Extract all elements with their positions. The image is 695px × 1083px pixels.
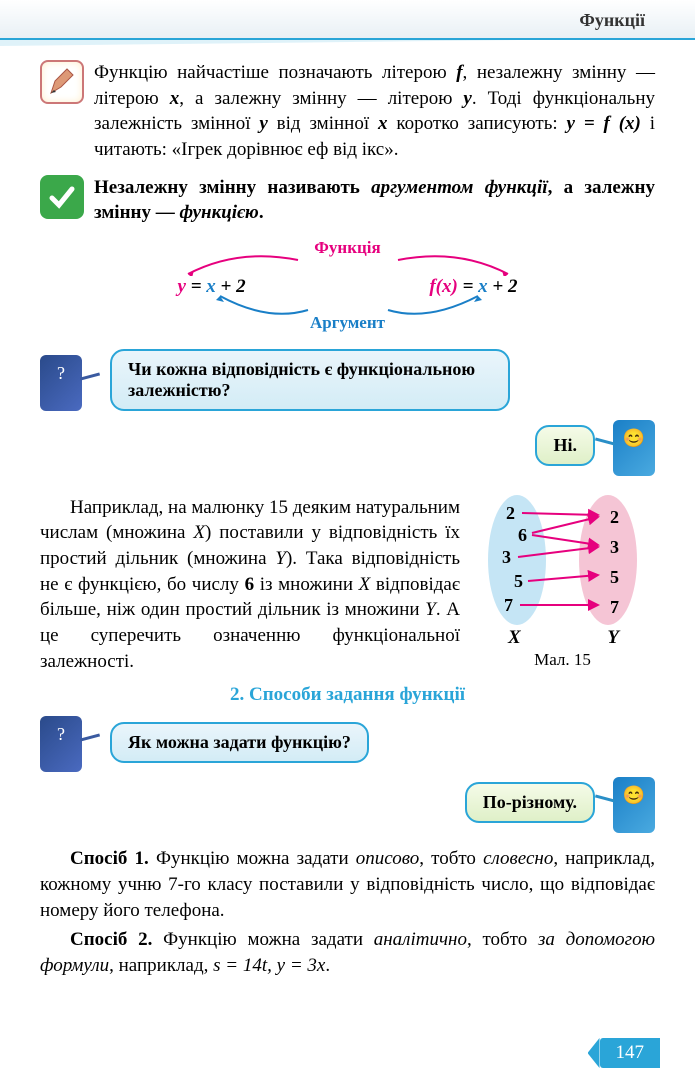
answer-row-2: По-різному. 😊 — [40, 782, 655, 838]
mapping-figure: 2 6 3 5 7 2 3 5 7 X Y Мал. 15 — [470, 495, 655, 665]
page-header: Функції — [0, 0, 695, 40]
formula-diagram: Функція y = x + 2 f(x) = x + 2 Аргумент — [138, 238, 558, 333]
set-x-label: X — [508, 627, 521, 649]
method-2-text: Спосіб 2. Функцію можна задати аналітичн… — [40, 927, 655, 978]
section-2-title: 2. Способи задання функції — [40, 684, 655, 706]
pencil-icon — [40, 60, 84, 104]
question-character-icon: ? — [40, 355, 82, 411]
example-block: Наприклад, на малюнку 15 деяким натураль… — [40, 495, 655, 674]
definition-block-1: Функцію найчастіше позначають літерою f,… — [40, 60, 655, 163]
answer-character-icon: 😊 — [613, 777, 655, 833]
argument-label: Аргумент — [310, 313, 385, 333]
definition-text-1: Функцію найчастіше позначають літерою f,… — [94, 60, 655, 163]
example-text: Наприклад, на малюнку 15 деяким натураль… — [40, 495, 460, 674]
top-arcs — [178, 246, 518, 276]
page-number: 147 — [600, 1038, 661, 1068]
answer-row-1: Ні. 😊 — [40, 425, 655, 485]
answer-bubble-1: Ні. — [535, 425, 595, 466]
question-bubble-2: Як можна задати функцію? — [110, 722, 369, 763]
answer-bubble-2: По-різному. — [465, 782, 595, 823]
figure-caption: Мал. 15 — [470, 650, 655, 670]
question-row-1: ? Чи кожна відповідність є функціо­нальн… — [40, 345, 655, 417]
question-row-2: ? Як можна задати функцію? — [40, 716, 655, 774]
check-icon — [40, 175, 84, 219]
set-y-label: Y — [607, 627, 619, 649]
definition-block-2: Незалежну змінну називають аргументом фу… — [40, 175, 655, 226]
answer-character-icon: 😊 — [613, 420, 655, 476]
page-content: Функцію найчастіше позначають літерою f,… — [0, 40, 695, 979]
method-1-text: Спосіб 1. Функцію можна задати описово, … — [40, 846, 655, 923]
definition-text-2: Незалежну змінну називають аргументом фу… — [94, 175, 655, 226]
question-bubble-1: Чи кожна відповідність є функціо­нальною… — [110, 349, 510, 411]
question-character-icon: ? — [40, 716, 82, 772]
header-title: Функції — [579, 10, 645, 30]
mapping-arrows — [470, 495, 655, 625]
